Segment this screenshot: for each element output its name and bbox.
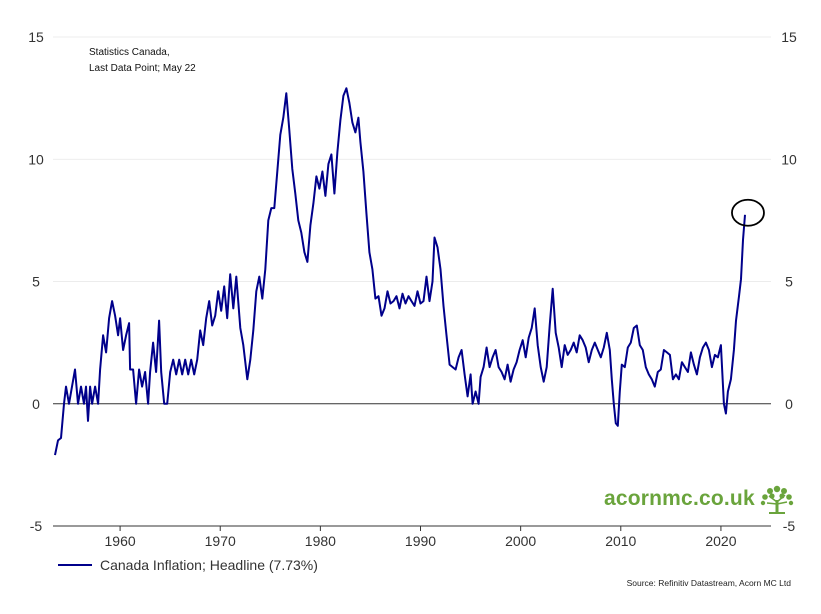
series-line-canada-inflation (54, 87, 746, 456)
y-tick-label-left: 0 (32, 396, 40, 412)
x-tick-label: 1970 (205, 533, 236, 549)
tree-icon (760, 485, 794, 514)
x-tick-label: 2010 (605, 533, 636, 549)
source-note: Source: Refinitiv Datastream, Acorn MC L… (626, 578, 791, 588)
x-tick-label: 1980 (305, 533, 336, 549)
y-tick-label-left: 10 (28, 151, 44, 167)
y-tick-label-right: 5 (785, 274, 793, 290)
y-axis-left-ticks: 15 10 5 0 -5 (28, 29, 44, 534)
y-tick-label-left: 5 (32, 274, 40, 290)
legend-swatch (58, 564, 92, 566)
legend-label: Canada Inflation; Headline (7.73%) (100, 557, 318, 573)
latest-value-circle (731, 198, 765, 227)
annotation-line-1: Statistics Canada, (89, 47, 170, 58)
y-tick-label-right: 0 (785, 396, 793, 412)
y-tick-label-right: 10 (781, 151, 797, 167)
y-tick-label-right: 15 (781, 29, 797, 45)
y-tick-label-left: -5 (30, 518, 43, 534)
legend: Canada Inflation; Headline (7.73%) (58, 557, 318, 573)
x-tick-label: 1960 (105, 533, 136, 549)
x-tick-label: 2020 (705, 533, 736, 549)
x-axis: 1960 1970 1980 1990 2000 2010 2020 (53, 525, 771, 549)
grid-lines (53, 36, 771, 527)
y-axis-right-ticks: 15 10 5 0 -5 (781, 29, 797, 534)
chart-annotation: Statistics Canada, Last Data Point; May … (89, 45, 196, 77)
brand-logo: acornmc.co.uk (604, 484, 795, 514)
y-tick-label-left: 15 (28, 29, 44, 45)
x-tick-label: 2000 (505, 533, 536, 549)
y-tick-label-right: -5 (783, 518, 796, 534)
x-tick-label: 1990 (405, 533, 436, 549)
brand-text: acornmc.co.uk (604, 487, 755, 510)
annotation-line-2: Last Data Point; May 22 (89, 63, 196, 74)
